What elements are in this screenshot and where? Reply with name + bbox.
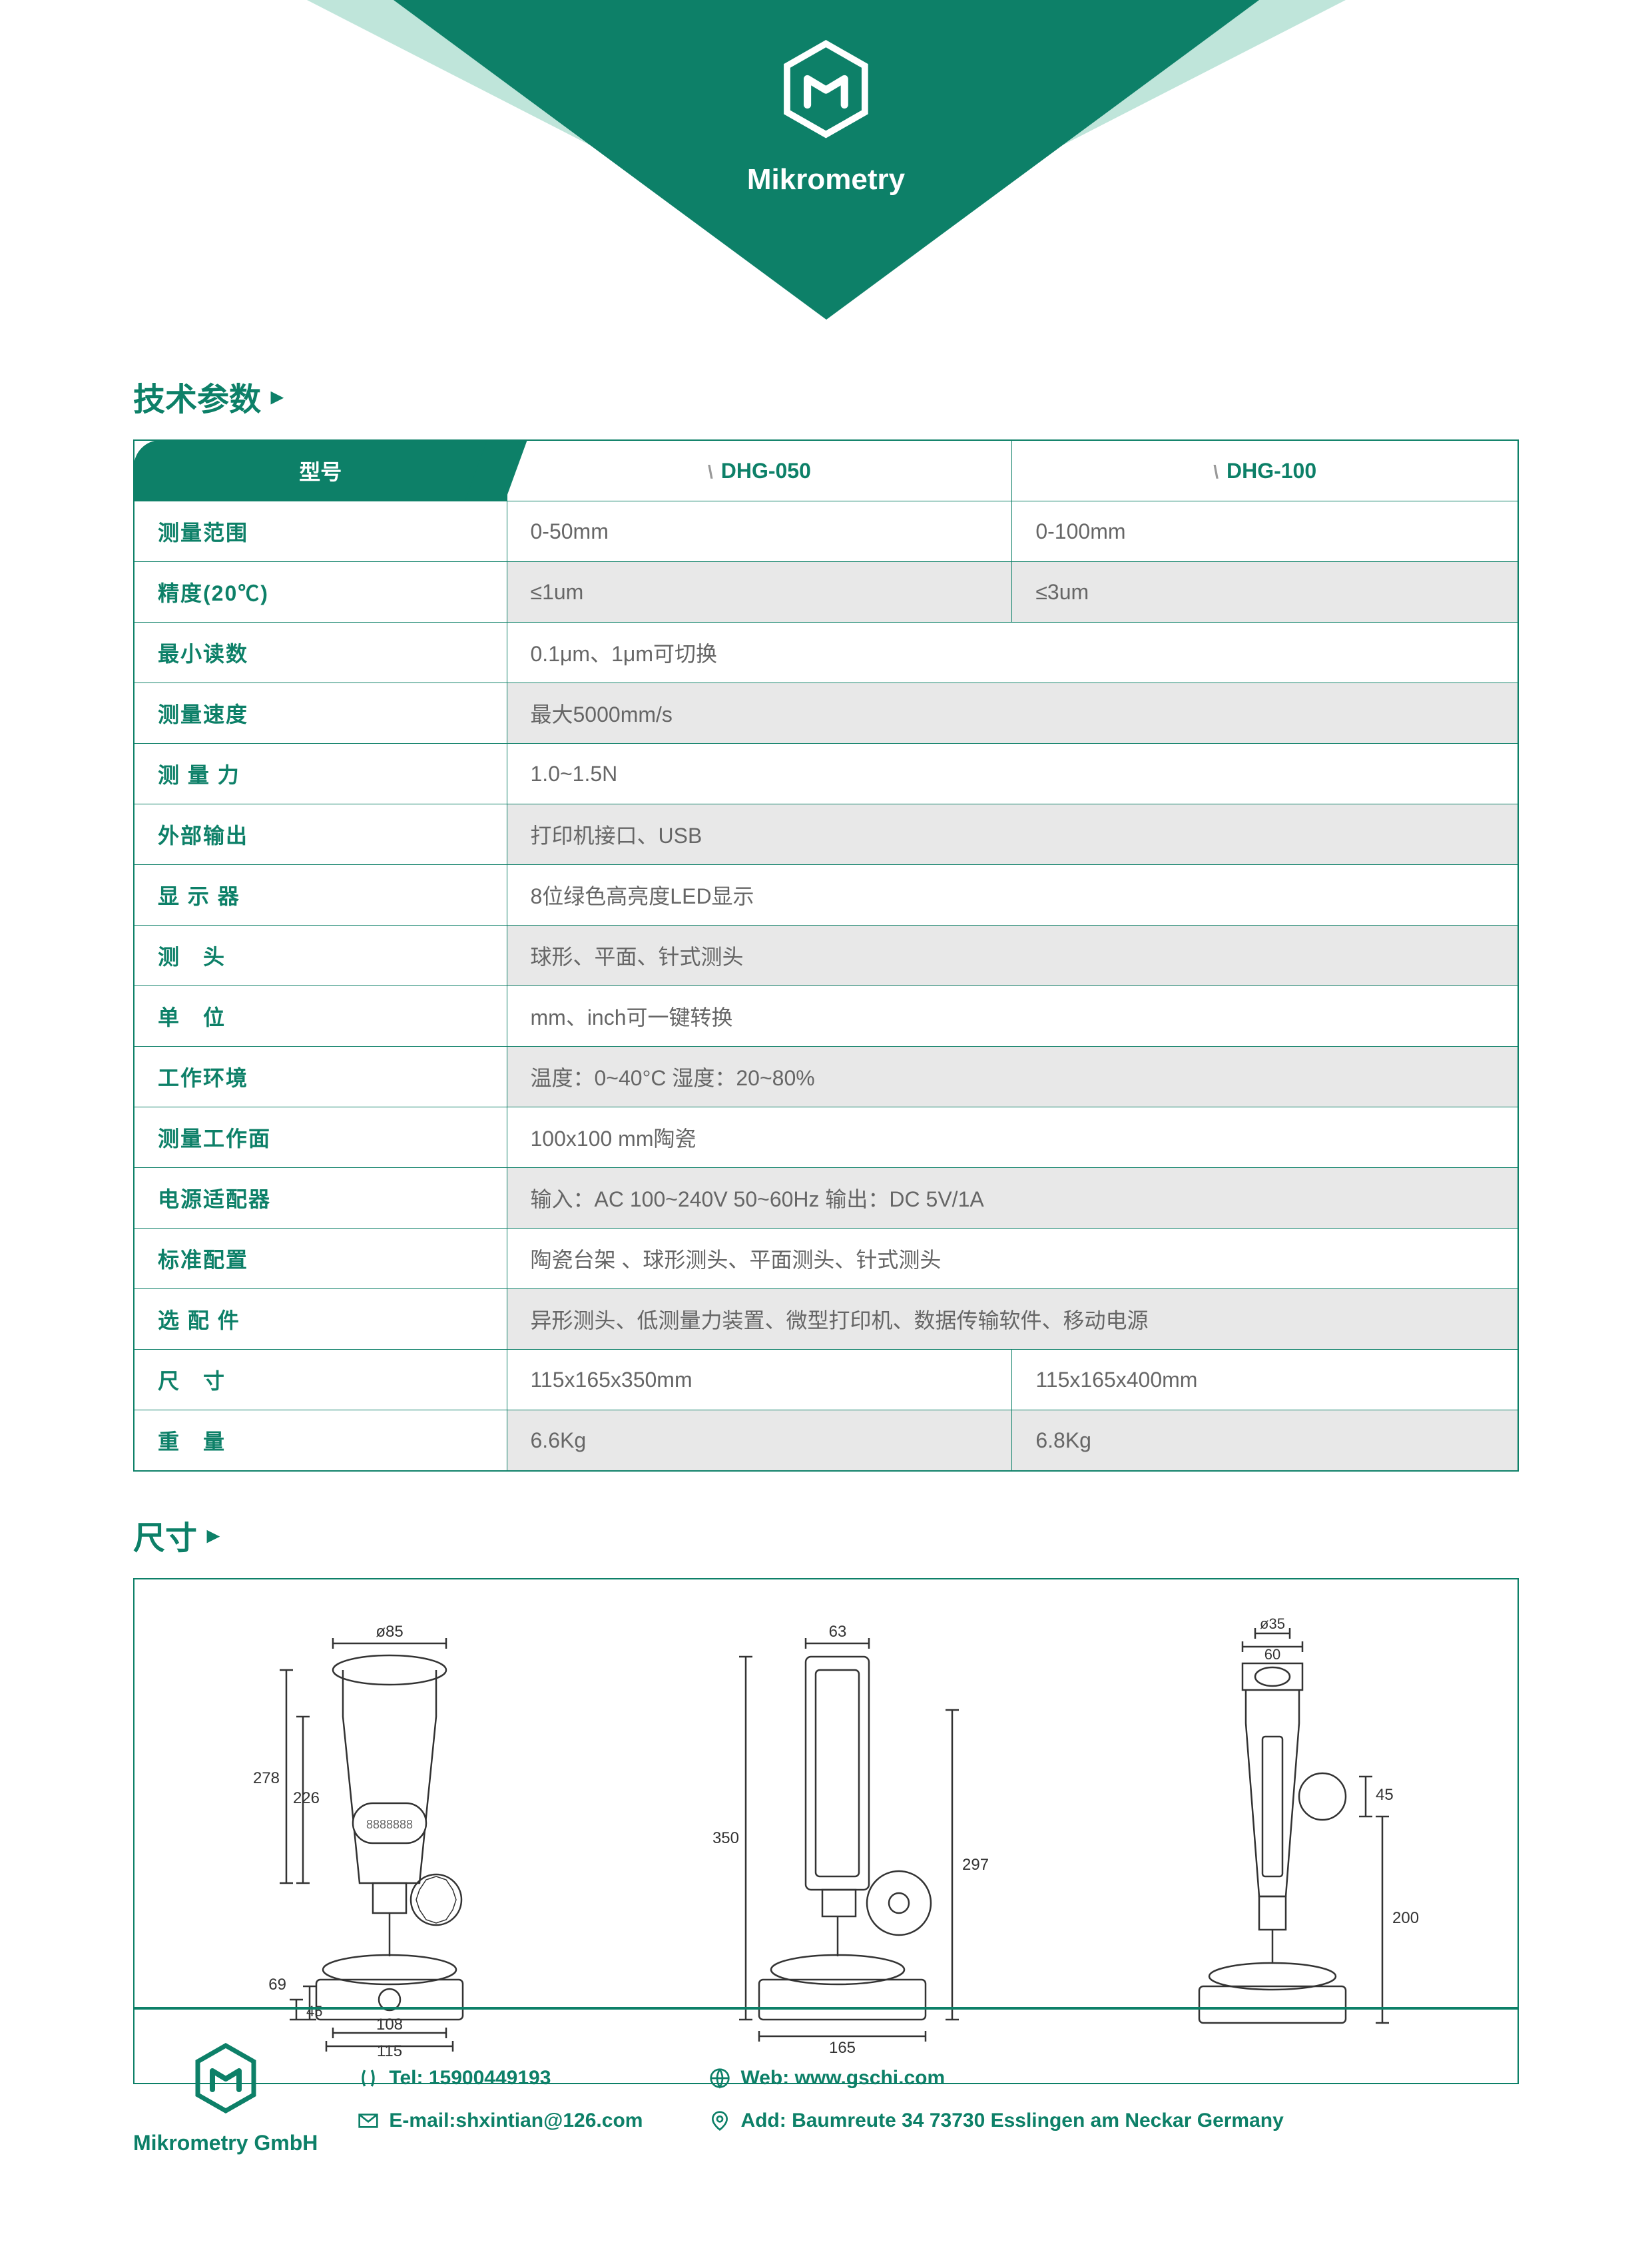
spec-row-label: 标准配置 bbox=[134, 1229, 507, 1289]
spec-header-col2: \DHG-100 bbox=[1012, 440, 1518, 501]
spec-row-label: 单 位 bbox=[134, 986, 507, 1047]
spec-row-label: 精度(20℃) bbox=[134, 562, 507, 623]
table-row: 单 位mm、inch可一键转换 bbox=[134, 986, 1518, 1047]
spec-header-model: 型号 bbox=[134, 440, 507, 501]
svg-text:ø35: ø35 bbox=[1260, 1617, 1285, 1632]
svg-text:60: 60 bbox=[1264, 1646, 1280, 1663]
spec-row-value: ≤1um bbox=[507, 562, 1012, 623]
table-row: 重 量6.6Kg6.8Kg bbox=[134, 1410, 1518, 1472]
svg-text:63: 63 bbox=[829, 1623, 847, 1641]
spec-row-label: 电源适配器 bbox=[134, 1168, 507, 1229]
table-row: 显 示 器8位绿色高亮度LED显示 bbox=[134, 865, 1518, 926]
spec-row-value: mm、inch可一键转换 bbox=[507, 986, 1518, 1047]
spec-row-label: 测量速度 bbox=[134, 683, 507, 744]
table-row: 工作环境温度：0~40°C 湿度：20~80% bbox=[134, 1047, 1518, 1107]
spec-row-value: 温度：0~40°C 湿度：20~80% bbox=[507, 1047, 1518, 1107]
spec-header-col1: \DHG-050 bbox=[507, 440, 1012, 501]
spec-row-label: 测 量 力 bbox=[134, 744, 507, 804]
table-row: 测 量 力1.0~1.5N bbox=[134, 744, 1518, 804]
table-row: 电源适配器输入：AC 100~240V 50~60Hz 输出：DC 5V/1A bbox=[134, 1168, 1518, 1229]
spec-row-value: 115x165x400mm bbox=[1012, 1350, 1518, 1410]
table-row: 测量范围0-50mm0-100mm bbox=[134, 501, 1518, 562]
svg-text:350: 350 bbox=[712, 1829, 739, 1847]
spec-row-value: 球形、平面、针式测头 bbox=[507, 926, 1518, 986]
contact-address: Add: Baumreute 34 73730 Esslingen am Nec… bbox=[709, 2109, 1283, 2132]
spec-table: 型号 \DHG-050 \DHG-100 测量范围0-50mm0-100mm精度… bbox=[133, 439, 1519, 1472]
spec-row-value: 0-50mm bbox=[507, 501, 1012, 562]
spec-row-value: 1.0~1.5N bbox=[507, 744, 1518, 804]
spec-row-value: 异形测头、低测量力装置、微型打印机、数据传输软件、移动电源 bbox=[507, 1289, 1518, 1350]
spec-row-value: 最大5000mm/s bbox=[507, 683, 1518, 744]
spec-row-value: 0.1μm、1μm可切换 bbox=[507, 623, 1518, 683]
spec-row-value: 0-100mm bbox=[1012, 501, 1518, 562]
footer-company: Mikrometry GmbH bbox=[133, 2131, 318, 2155]
logo-hex-icon bbox=[780, 40, 873, 146]
table-row: 测量速度最大5000mm/s bbox=[134, 683, 1518, 744]
spec-row-label: 测量范围 bbox=[134, 501, 507, 562]
front-view-drawing: 8888888 ø85 226 278 69 45 108 bbox=[216, 1617, 563, 2056]
table-row: 标准配置陶瓷台架 、球形测头、平面测头、针式测头 bbox=[134, 1229, 1518, 1289]
svg-text:226: 226 bbox=[293, 1789, 320, 1807]
spec-row-value: 6.6Kg bbox=[507, 1410, 1012, 1472]
svg-text:ø85: ø85 bbox=[376, 1623, 403, 1641]
spec-row-label: 外部输出 bbox=[134, 804, 507, 865]
phone-icon bbox=[358, 2068, 379, 2089]
footer-logo-icon bbox=[192, 2043, 259, 2119]
spec-row-value: ≤3um bbox=[1012, 562, 1518, 623]
specs-section-title: 技术参数 bbox=[133, 373, 1519, 420]
spec-row-label: 显 示 器 bbox=[134, 865, 507, 926]
email-icon bbox=[358, 2110, 379, 2131]
svg-text:278: 278 bbox=[253, 1769, 280, 1787]
table-row: 测 头球形、平面、针式测头 bbox=[134, 926, 1518, 986]
spec-row-value: 输入：AC 100~240V 50~60Hz 输出：DC 5V/1A bbox=[507, 1168, 1518, 1229]
spec-row-label: 选 配 件 bbox=[134, 1289, 507, 1350]
spec-row-label: 测量工作面 bbox=[134, 1107, 507, 1168]
back-view-drawing: ø35 60 45 200 bbox=[1129, 1617, 1436, 2056]
contact-web: Web: www.gschi.com bbox=[709, 2067, 1283, 2090]
spec-row-value: 陶瓷台架 、球形测头、平面测头、针式测头 bbox=[507, 1229, 1518, 1289]
table-row: 精度(20℃)≤1um≤3um bbox=[134, 562, 1518, 623]
svg-text:200: 200 bbox=[1392, 1909, 1419, 1927]
svg-text:8888888: 8888888 bbox=[366, 1818, 413, 1831]
spec-row-value: 打印机接口、USB bbox=[507, 804, 1518, 865]
spec-row-label: 工作环境 bbox=[134, 1047, 507, 1107]
globe-icon bbox=[709, 2068, 730, 2089]
pin-icon bbox=[709, 2110, 730, 2131]
footer-logo-block: Mikrometry GmbH bbox=[133, 2043, 318, 2155]
spec-row-label: 最小读数 bbox=[134, 623, 507, 683]
svg-text:45: 45 bbox=[1376, 1786, 1394, 1804]
svg-text:297: 297 bbox=[962, 1856, 989, 1874]
logo-text: Mikrometry bbox=[747, 163, 905, 196]
spec-row-value: 115x165x350mm bbox=[507, 1350, 1012, 1410]
side-view-drawing: 63 350 297 165 bbox=[673, 1617, 1019, 2056]
table-row: 选 配 件异形测头、低测量力装置、微型打印机、数据传输软件、移动电源 bbox=[134, 1289, 1518, 1350]
table-row: 尺 寸115x165x350mm115x165x400mm bbox=[134, 1350, 1518, 1410]
table-row: 外部输出打印机接口、USB bbox=[134, 804, 1518, 865]
spec-row-label: 尺 寸 bbox=[134, 1350, 507, 1410]
header-logo-block: Mikrometry bbox=[747, 40, 905, 196]
contact-tel: Tel: 15900449193 bbox=[358, 2067, 643, 2090]
spec-row-value: 100x100 mm陶瓷 bbox=[507, 1107, 1518, 1168]
dims-section-title: 尺寸 bbox=[133, 1512, 1519, 1558]
spec-row-value: 6.8Kg bbox=[1012, 1410, 1518, 1472]
spec-row-label: 测 头 bbox=[134, 926, 507, 986]
spec-row-label: 重 量 bbox=[134, 1410, 507, 1472]
footer-contacts: Tel: 15900449193 Web: www.gschi.com E-ma… bbox=[358, 2067, 1283, 2132]
spec-row-value: 8位绿色高亮度LED显示 bbox=[507, 865, 1518, 926]
svg-text:69: 69 bbox=[268, 1976, 286, 1994]
table-row: 测量工作面100x100 mm陶瓷 bbox=[134, 1107, 1518, 1168]
table-row: 最小读数0.1μm、1μm可切换 bbox=[134, 623, 1518, 683]
contact-email: E-mail:shxintian@126.com bbox=[358, 2109, 643, 2132]
footer: Mikrometry GmbH Tel: 15900449193 Web: ww… bbox=[133, 2007, 1519, 2155]
